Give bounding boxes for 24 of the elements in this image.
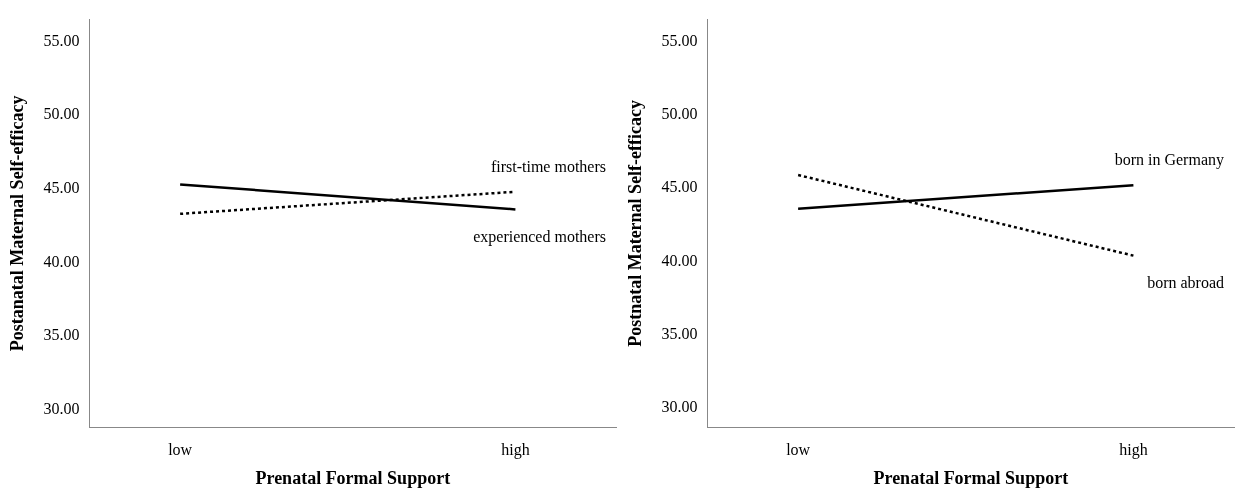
y-axis-title: Postanatal Maternal Self-efficacy [7,95,28,352]
x-tick-label: low [168,441,193,458]
y-tick-label: 30.00 [43,399,80,417]
x-axis-title: Prenatal Formal Support [255,467,451,488]
series-label: born abroad [1147,273,1224,291]
y-axis-title: Postnatal Maternal Self-efficacy [625,99,646,347]
y-tick-label: 45.00 [661,178,698,196]
y-tick-label: 45.00 [43,179,80,197]
y-tick-label: 40.00 [43,252,80,270]
x-tick-label: high [1119,441,1148,459]
x-tick-label: high [501,441,530,459]
x-tick-label: low [786,441,811,458]
y-tick-label: 40.00 [661,251,698,269]
y-tick-label: 30.00 [661,398,698,416]
series-label: born in Germany [1114,151,1224,170]
y-tick-label: 55.00 [43,31,80,49]
series-label: first-time mothers [490,157,606,175]
y-tick-label: 35.00 [43,326,80,344]
y-tick-label: 50.00 [661,105,698,123]
y-tick-label: 50.00 [43,105,80,123]
x-axis-title: Prenatal Formal Support [873,467,1069,488]
series-label: experienced mothers [473,227,606,246]
y-tick-label: 55.00 [661,31,698,49]
y-tick-label: 35.00 [661,325,698,343]
